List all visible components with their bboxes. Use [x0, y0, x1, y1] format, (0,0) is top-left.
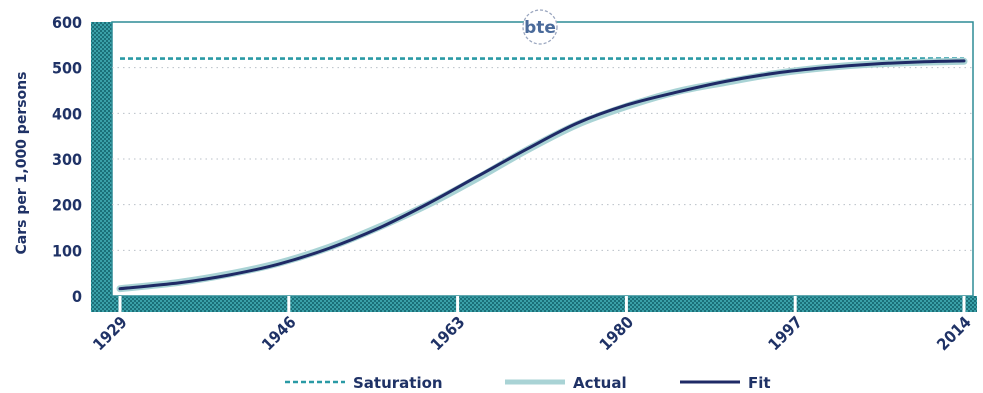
y-tick-label-100: 100: [52, 241, 82, 260]
plot-bottom-border: [91, 296, 977, 312]
gridlines: [112, 67, 973, 251]
legend-label-fit: Fit: [748, 374, 771, 392]
bte-logo-text: bte: [524, 18, 556, 38]
legend-label-saturation: Saturation: [353, 374, 443, 392]
legend-label-actual: Actual: [573, 374, 627, 392]
series-layer: [116, 57, 968, 293]
y-tick-label-200: 200: [52, 196, 82, 215]
bte-logo: bte: [522, 9, 558, 45]
series-fit-line: [118, 59, 966, 291]
x-tick-label-1946: 1946: [258, 312, 300, 354]
x-tick-label-1980: 1980: [595, 312, 637, 354]
x-tick-label-1929: 1929: [89, 312, 131, 354]
legend: Saturation Actual Fit: [285, 374, 771, 392]
y-tick-label-300: 300: [52, 150, 82, 169]
bte-logo-ring: [522, 9, 558, 45]
y-tick-label-500: 500: [52, 59, 82, 78]
x-tick-label-1963: 1963: [427, 312, 469, 354]
x-tick-label-2014: 2014: [933, 312, 975, 354]
y-axis-ticks: 0 100 200 300 400 500 600: [52, 13, 82, 306]
y-axis-label: Cars per 1,000 persons: [14, 72, 30, 255]
y-tick-label-0: 0: [72, 287, 82, 306]
y-tick-label-400: 400: [52, 104, 82, 123]
y-tick-label-600: 600: [52, 13, 82, 32]
x-tick-label-1997: 1997: [764, 312, 806, 354]
plot-left-border: [91, 22, 112, 312]
